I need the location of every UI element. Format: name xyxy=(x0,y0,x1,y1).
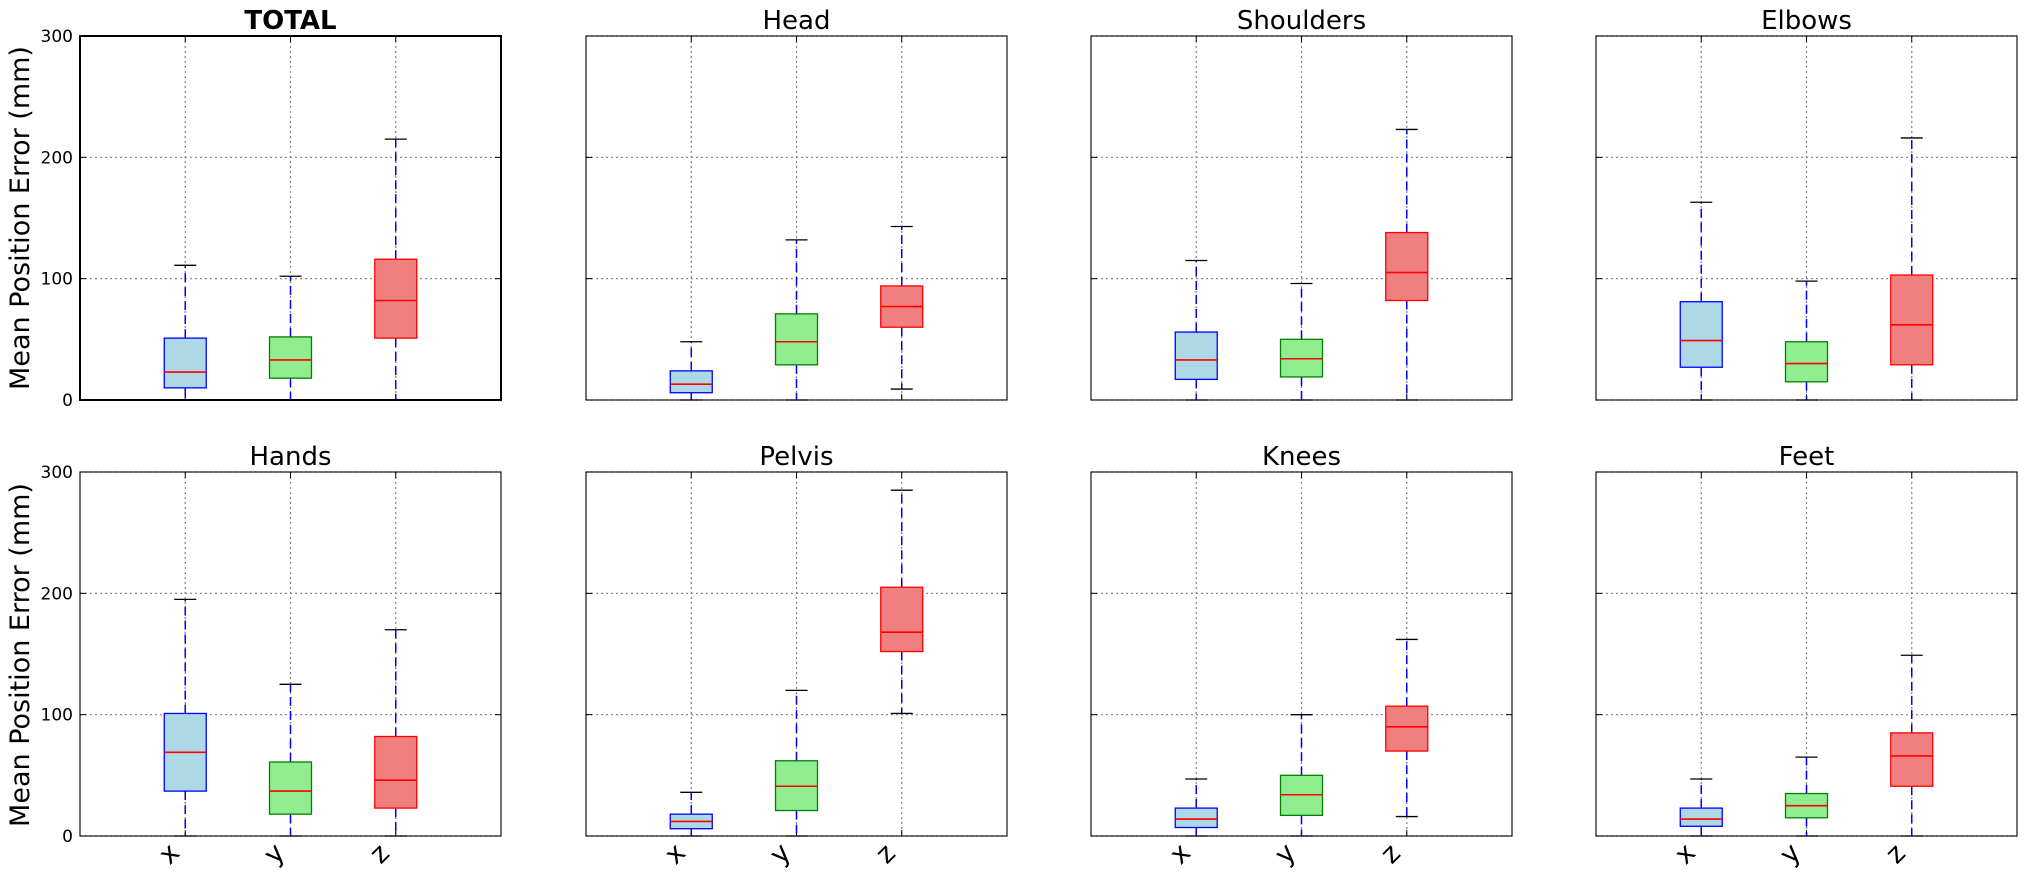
box-body xyxy=(1890,732,1934,787)
box-z xyxy=(374,138,418,401)
xtick-label: y xyxy=(1269,837,1302,870)
xtick-label: z xyxy=(364,838,396,870)
box-y xyxy=(1279,714,1324,837)
xtick-label: z xyxy=(870,838,902,870)
box-body xyxy=(163,337,207,389)
panel-head: Head xyxy=(585,6,1008,401)
box-body xyxy=(1890,274,1934,366)
ytick-label: 300 xyxy=(41,463,73,483)
box-z xyxy=(1890,654,1934,837)
axes-frame xyxy=(585,35,1008,401)
box-body xyxy=(669,370,713,394)
ytick-label: 0 xyxy=(62,391,73,411)
box-body xyxy=(1174,807,1218,829)
box-z xyxy=(374,629,418,837)
box-z xyxy=(880,489,924,715)
xtick-label: x xyxy=(1669,837,1702,870)
box-body xyxy=(1385,231,1429,302)
axes-frame xyxy=(1090,35,1513,401)
axes-frame xyxy=(1595,35,2018,401)
panel-title: Elbows xyxy=(1761,6,1852,36)
axes-frame xyxy=(585,471,1008,837)
box-z xyxy=(1385,128,1429,401)
xtick-label: x xyxy=(659,837,692,870)
box-body xyxy=(1784,341,1829,383)
xtick-label: y xyxy=(764,837,797,870)
axes-frame xyxy=(79,471,502,837)
panel-total: TOTAL 0 100 200 300 xyxy=(41,6,502,411)
xtick-label: x xyxy=(153,837,186,870)
axes-frame xyxy=(79,35,502,401)
xtick-label: z xyxy=(1880,838,1912,870)
axes-frame xyxy=(1090,471,1513,837)
box-y xyxy=(774,689,819,837)
panel-shoulders: Shoulders xyxy=(1090,6,1513,401)
box-x xyxy=(1679,778,1723,837)
box-y xyxy=(1279,282,1324,401)
xtick-label: z xyxy=(1375,838,1407,870)
panel-feet: Feet x y z xyxy=(1595,442,2018,871)
box-x xyxy=(163,598,207,837)
ytick-label: 100 xyxy=(41,270,73,290)
box-body xyxy=(774,313,819,366)
panel-hands: Hands 0 100 200 300 x y z xyxy=(41,442,502,871)
box-body xyxy=(1174,331,1218,381)
box-x xyxy=(669,341,713,401)
panel-title: Head xyxy=(763,6,831,36)
xtick-label: y xyxy=(258,837,291,870)
box-body xyxy=(268,336,313,379)
box-z xyxy=(1385,638,1429,818)
panel-title: Feet xyxy=(1779,442,1835,472)
ylabel-top: Mean Position Error (mm) xyxy=(5,46,36,390)
box-y xyxy=(774,239,819,401)
panel-title: Pelvis xyxy=(759,442,833,472)
xtick-label: y xyxy=(1774,837,1807,870)
panel-knees: Knees x y z xyxy=(1090,442,1513,871)
box-y xyxy=(1784,280,1829,401)
box-z xyxy=(880,225,924,390)
box-body xyxy=(374,258,418,339)
panel-elbows: Elbows xyxy=(1595,6,2018,401)
panel-title: Shoulders xyxy=(1237,6,1366,36)
box-body xyxy=(880,586,924,653)
box-body xyxy=(374,735,418,809)
box-body xyxy=(1679,301,1723,368)
box-body xyxy=(268,761,313,815)
panel-title: TOTAL xyxy=(244,6,336,36)
xtick-label: x xyxy=(1164,837,1197,870)
panel-pelvis: Pelvis x y z xyxy=(585,442,1008,871)
box-body xyxy=(1385,705,1429,752)
box-body xyxy=(1679,807,1723,827)
box-x xyxy=(1174,778,1218,837)
box-z xyxy=(1890,137,1934,401)
box-x xyxy=(1679,201,1723,401)
ytick-label: 200 xyxy=(41,148,73,168)
box-y xyxy=(268,683,313,837)
ytick-label: 200 xyxy=(41,584,73,604)
ytick-label: 100 xyxy=(41,706,73,726)
box-x xyxy=(1174,259,1218,401)
axes-frame xyxy=(1595,471,2018,837)
box-x xyxy=(163,264,207,401)
ytick-label: 300 xyxy=(41,27,73,47)
box-y xyxy=(268,275,313,401)
panel-title: Hands xyxy=(249,442,331,472)
ytick-label: 0 xyxy=(62,827,73,847)
panel-title: Knees xyxy=(1262,442,1341,472)
ylabel-bottom: Mean Position Error (mm) xyxy=(5,483,36,827)
box-x xyxy=(669,791,713,837)
